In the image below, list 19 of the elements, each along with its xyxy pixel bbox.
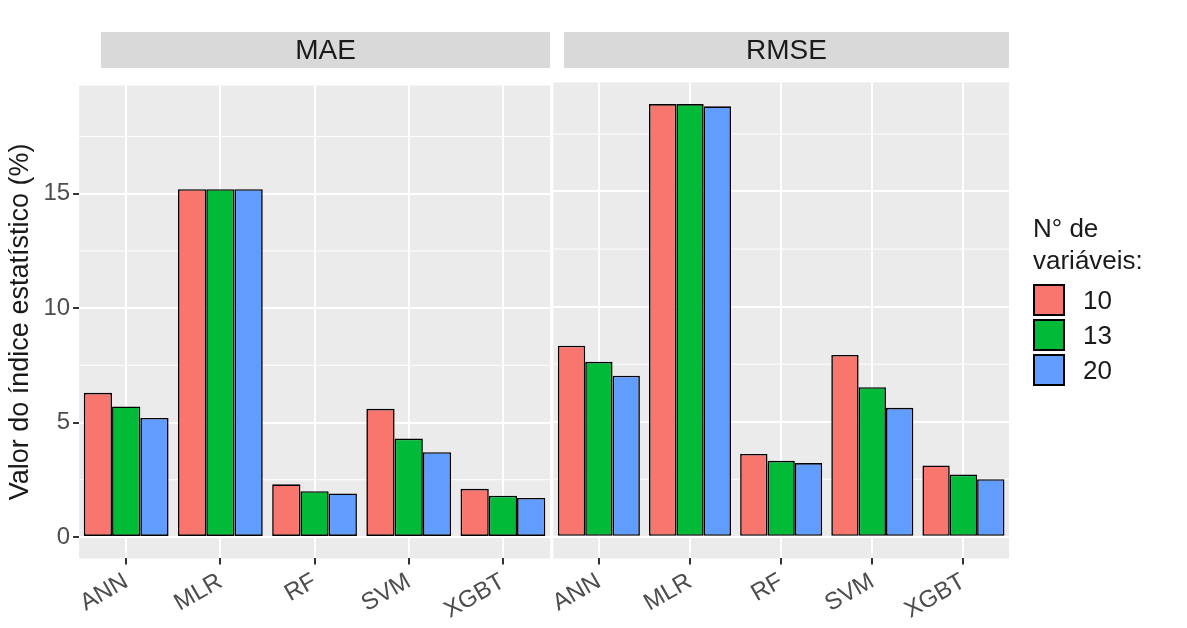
x-tick-label: RF	[745, 566, 787, 606]
legend-label: 10	[1083, 284, 1112, 316]
x-tick-label: SVM	[356, 566, 415, 616]
x-tick-label: RF	[279, 566, 321, 606]
x-tick-label: ANN	[74, 566, 132, 616]
legend-title: N° de variáveis:	[1033, 212, 1144, 276]
legend-label: 13	[1083, 319, 1112, 351]
chart-title: MAE	[101, 32, 550, 68]
x-tick-label: SVM	[819, 566, 879, 616]
y-tick-label: 15	[43, 178, 71, 206]
chart-title: RMSE	[564, 32, 1009, 68]
y-tick-label: 5	[56, 407, 71, 435]
x-tick-label: MLR	[638, 566, 696, 616]
x-tick-label: ANN	[547, 566, 605, 616]
y-tick-label: 10	[43, 292, 71, 320]
x-tick-label: MLR	[168, 566, 227, 616]
legend-label: 20	[1083, 354, 1112, 386]
y-axis-title: Valor do índice estatístico (%)	[3, 143, 34, 501]
y-tick-label: 0	[56, 521, 71, 549]
